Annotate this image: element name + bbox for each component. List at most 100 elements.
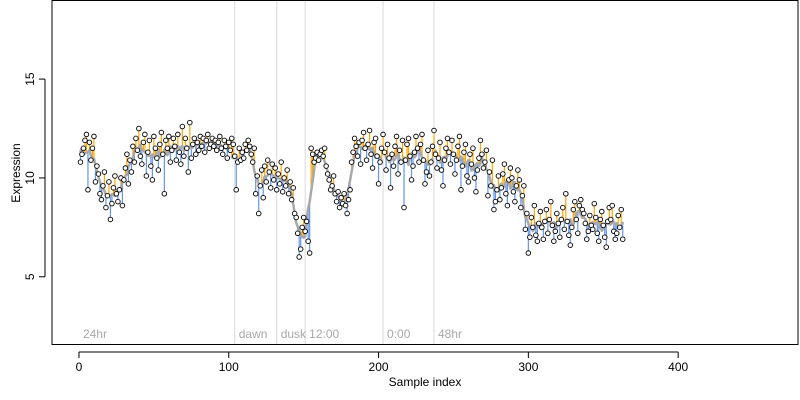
data-point bbox=[479, 151, 485, 157]
data-point bbox=[447, 161, 454, 167]
data-point bbox=[543, 206, 550, 213]
data-point bbox=[377, 159, 383, 165]
data-point bbox=[428, 159, 434, 165]
annotation-label: dawn bbox=[239, 327, 268, 341]
data-point bbox=[190, 141, 196, 148]
data-point bbox=[485, 192, 491, 199]
data-point bbox=[531, 202, 538, 209]
data-point bbox=[524, 210, 530, 217]
data-point bbox=[127, 157, 133, 163]
data-point bbox=[476, 155, 482, 161]
data-point bbox=[600, 222, 607, 229]
data-point bbox=[345, 196, 352, 203]
data-point bbox=[434, 165, 440, 171]
data-point bbox=[154, 155, 160, 161]
data-point bbox=[145, 149, 151, 155]
data-point bbox=[584, 236, 590, 242]
data-point bbox=[519, 192, 526, 199]
x-tick-label: 200 bbox=[369, 360, 389, 374]
data-point bbox=[468, 161, 475, 167]
annotation-label: dusk bbox=[281, 327, 307, 341]
data-point bbox=[91, 133, 97, 140]
data-point bbox=[169, 147, 175, 154]
data-point bbox=[498, 185, 505, 191]
data-point bbox=[503, 190, 509, 197]
data-point bbox=[383, 167, 389, 173]
annotation-label: 48hr bbox=[438, 327, 462, 341]
data-point bbox=[284, 167, 290, 173]
y-axis-label: Expression bbox=[9, 143, 23, 202]
data-point bbox=[411, 149, 418, 155]
data-point bbox=[161, 190, 168, 197]
data-point bbox=[615, 212, 621, 219]
data-point bbox=[425, 147, 431, 154]
data-point bbox=[552, 228, 559, 235]
data-point bbox=[518, 204, 524, 211]
data-point bbox=[100, 183, 106, 189]
data-point bbox=[616, 224, 623, 231]
data-point bbox=[539, 224, 545, 231]
data-point bbox=[264, 157, 271, 163]
data-point bbox=[167, 159, 174, 165]
data-point bbox=[233, 187, 240, 193]
data-point bbox=[251, 145, 257, 152]
data-point bbox=[554, 210, 560, 217]
data-point bbox=[545, 230, 551, 237]
data-point bbox=[438, 167, 445, 173]
data-point bbox=[85, 187, 91, 193]
data-point bbox=[260, 194, 266, 201]
data-point bbox=[240, 155, 247, 161]
data-point bbox=[92, 179, 99, 185]
data-point bbox=[255, 210, 262, 217]
data-point bbox=[104, 192, 111, 199]
data-point bbox=[381, 149, 388, 155]
data-point bbox=[158, 129, 165, 136]
data-point bbox=[413, 133, 419, 140]
data-point bbox=[362, 145, 368, 152]
data-point bbox=[106, 179, 112, 185]
data-point bbox=[220, 151, 226, 157]
data-point bbox=[420, 157, 427, 163]
data-point bbox=[462, 141, 469, 148]
data-point bbox=[282, 183, 289, 189]
data-point bbox=[449, 137, 455, 144]
data-point bbox=[350, 149, 356, 155]
data-point bbox=[551, 238, 557, 244]
data-point bbox=[184, 145, 190, 152]
data-point bbox=[164, 145, 171, 152]
data-point bbox=[199, 143, 205, 150]
data-point bbox=[252, 190, 259, 197]
data-point bbox=[570, 206, 577, 213]
data-point bbox=[410, 163, 416, 169]
data-point bbox=[464, 173, 470, 179]
data-point bbox=[119, 202, 126, 209]
data-point bbox=[242, 141, 248, 148]
data-point bbox=[590, 226, 596, 233]
data-point bbox=[540, 236, 547, 242]
data-point bbox=[389, 151, 395, 157]
data-point bbox=[603, 244, 610, 250]
data-point bbox=[187, 119, 193, 126]
data-point bbox=[365, 141, 371, 148]
data-point bbox=[155, 167, 162, 173]
data-point bbox=[504, 202, 511, 209]
data-point bbox=[185, 169, 192, 175]
data-point bbox=[594, 230, 601, 237]
data-point bbox=[94, 163, 100, 169]
data-point bbox=[205, 131, 211, 138]
data-point bbox=[587, 212, 593, 219]
data-point bbox=[443, 145, 449, 152]
data-point bbox=[338, 194, 344, 201]
data-point bbox=[125, 181, 132, 187]
data-point bbox=[179, 123, 186, 130]
data-point bbox=[194, 139, 201, 146]
data-point bbox=[613, 230, 620, 237]
data-point bbox=[101, 169, 108, 175]
data-point bbox=[230, 141, 237, 148]
data-point bbox=[341, 190, 347, 197]
data-point bbox=[88, 157, 94, 163]
data-point bbox=[557, 234, 563, 240]
data-point bbox=[309, 151, 316, 157]
data-point bbox=[115, 198, 121, 205]
data-point bbox=[446, 149, 452, 155]
